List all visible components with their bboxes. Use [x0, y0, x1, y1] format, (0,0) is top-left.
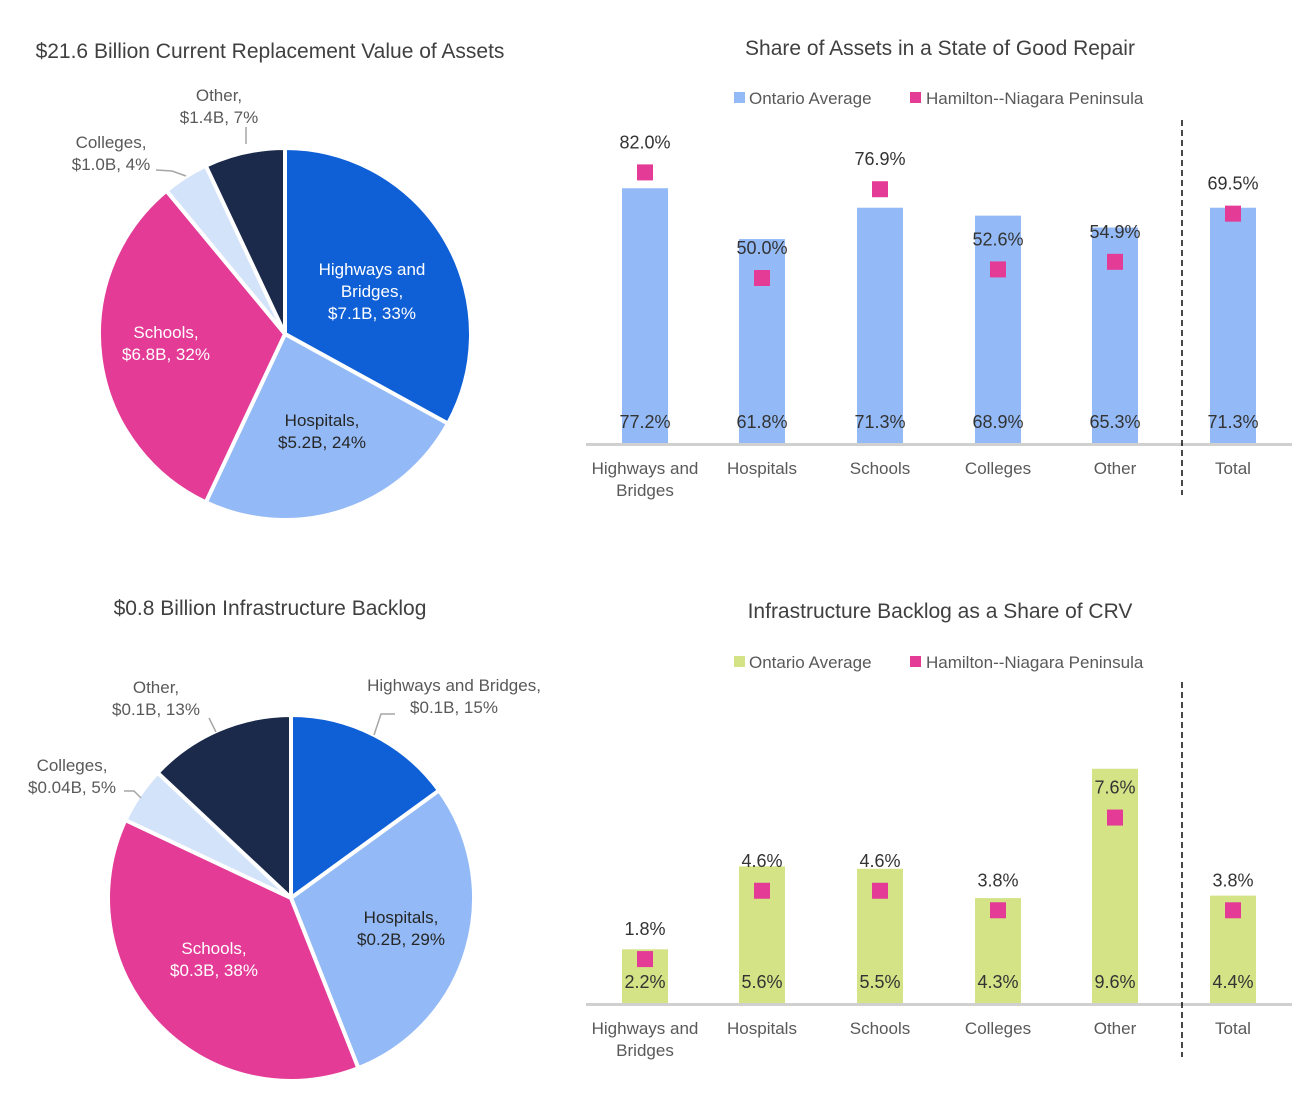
pie-slice-other — [155, 713, 293, 900]
pie-slice-schools — [97, 188, 287, 505]
category-label: Schools — [850, 459, 910, 478]
crv-pie-title: $21.6 Billion Current Replacement Value … — [36, 40, 505, 63]
pie-label-schools: Schools, $6.8B, 32% — [122, 323, 210, 364]
marker-value-label: 54.9% — [1089, 222, 1140, 242]
bar-value-label: 2.2% — [624, 972, 665, 992]
category-label: Other — [1094, 459, 1137, 478]
leader-line-highways — [373, 713, 395, 736]
marker-value-label: 50.0% — [736, 238, 787, 258]
marker-value-label: 3.8% — [977, 870, 1018, 890]
bar-ontario-2 — [857, 207, 903, 443]
bar-value-label: 61.8% — [736, 412, 787, 432]
category-label: Other — [1094, 1019, 1137, 1038]
bar-value-label: 5.5% — [859, 972, 900, 992]
marker-hamilton-3 — [990, 261, 1006, 278]
bar-value-label: 68.9% — [972, 412, 1023, 432]
pie-label-colleges: Colleges, $0.04B, 5% — [28, 756, 116, 797]
legend-swatch-hamilton — [910, 656, 921, 667]
bar-ontario-0 — [622, 188, 668, 443]
legend-swatch-hamilton — [910, 92, 921, 103]
legend-swatch-ontario — [734, 656, 745, 667]
bar-value-label: 4.3% — [977, 972, 1018, 992]
marker-value-label: 3.8% — [1212, 870, 1253, 890]
category-label: Schools — [850, 1019, 910, 1038]
category-label: Hospitals — [727, 459, 797, 478]
marker-value-label: 76.9% — [854, 149, 905, 169]
marker-hamilton-5 — [1225, 205, 1241, 222]
pie-label-highways: Highways and Bridges, $0.1B, 15% — [367, 676, 541, 717]
marker-hamilton-1 — [754, 270, 770, 286]
bar-value-label: 4.4% — [1212, 972, 1253, 992]
bar-ontario-4 — [1092, 768, 1138, 1003]
bar-ontario-3 — [975, 215, 1021, 443]
marker-value-label: 69.5% — [1207, 174, 1258, 194]
marker-hamilton-4 — [1107, 809, 1123, 826]
backlog-bar-chart: 2.2% 5.6% 5.5% 4.3% 9.6% 4.4% 1.8% 4.6% 4.6% 3.8%… — [586, 682, 1292, 1060]
category-label: Highways and Bridges — [592, 1019, 699, 1060]
marker-value-label: 7.6% — [1094, 778, 1135, 798]
marker-hamilton-3 — [990, 902, 1006, 919]
backlog-pie-title: $0.8 Billion Infrastructure Backlog — [114, 597, 427, 620]
legend-label-ontario: Ontario Average — [749, 653, 872, 672]
backlog-pie-chart: Highways and Bridges, $0.1B, 15% Hospitals… — [28, 676, 541, 1083]
legend-swatch-ontario — [734, 92, 745, 103]
marker-value-label: 4.6% — [859, 851, 900, 871]
pie-slice-highways — [283, 146, 473, 426]
bar-ontario-5 — [1210, 207, 1256, 443]
pie-label-schools: Schools, $0.3B, 38% — [170, 939, 258, 980]
pie-label-other: Other, $0.1B, 13% — [112, 678, 200, 719]
bar-value-label: 71.3% — [1207, 412, 1258, 432]
pie-slice-hospitals — [203, 332, 450, 522]
sogr-bar-chart: 77.2% 61.8% 71.3% 68.9% 65.3% 71.3% 82.0% 50.0%… — [586, 120, 1292, 500]
category-label: Total — [1215, 459, 1251, 478]
backlog-bar-title: Infrastructure Backlog as a Share of CRV — [748, 600, 1133, 623]
leader-line-colleges — [155, 169, 187, 177]
crv-pie-chart: Highways and Bridges, $7.1B, 33% Hospitals,… — [72, 86, 473, 522]
pie-slice-schools — [106, 818, 361, 1083]
marker-hamilton-2 — [872, 181, 888, 198]
marker-hamilton-1 — [754, 882, 770, 899]
bar-value-label: 65.3% — [1089, 412, 1140, 432]
marker-hamilton-2 — [872, 882, 888, 899]
backlog-legend: Ontario Average Hamilton--Niagara Penins… — [734, 653, 1144, 672]
bar-value-label: 77.2% — [619, 412, 670, 432]
bar-value-label: 5.6% — [741, 972, 782, 992]
sogr-legend: Ontario Average Hamilton--Niagara Penins… — [734, 89, 1144, 108]
marker-hamilton-5 — [1225, 902, 1241, 919]
category-label: Total — [1215, 1019, 1251, 1038]
category-label: Hospitals — [727, 1019, 797, 1038]
marker-value-label: 4.6% — [741, 851, 782, 871]
bar-value-label: 9.6% — [1094, 972, 1135, 992]
pie-label-hospitals: Hospitals, $5.2B, 24% — [278, 411, 366, 452]
marker-hamilton-0 — [637, 164, 653, 181]
legend-label-hamilton: Hamilton--Niagara Peninsula — [926, 653, 1144, 672]
pie-label-colleges: Colleges, $1.0B, 4% — [72, 133, 150, 174]
sogr-bar-title: Share of Assets in a State of Good Repai… — [745, 37, 1135, 60]
category-label: Colleges — [965, 1019, 1031, 1038]
pie-label-hospitals: Hospitals, $0.2B, 29% — [357, 908, 445, 949]
pie-label-highways: Highways and Bridges, $7.1B, 33% — [319, 260, 426, 323]
marker-value-label: 82.0% — [619, 132, 670, 152]
category-label: Colleges — [965, 459, 1031, 478]
marker-value-label: 52.6% — [972, 229, 1023, 249]
pie-slice-other — [203, 146, 287, 336]
legend-label-hamilton: Hamilton--Niagara Peninsula — [926, 89, 1144, 108]
bar-value-label: 71.3% — [854, 412, 905, 432]
leader-line-other — [208, 717, 217, 733]
legend-label-ontario: Ontario Average — [749, 89, 872, 108]
leader-line-colleges — [124, 790, 142, 799]
category-label: Highways and Bridges — [592, 459, 699, 500]
pie-slice-hospitals — [289, 788, 476, 1071]
marker-hamilton-4 — [1107, 253, 1123, 270]
marker-value-label: 1.8% — [624, 919, 665, 939]
marker-hamilton-0 — [637, 951, 653, 968]
pie-label-other: Other, $1.4B, 7% — [180, 86, 258, 127]
